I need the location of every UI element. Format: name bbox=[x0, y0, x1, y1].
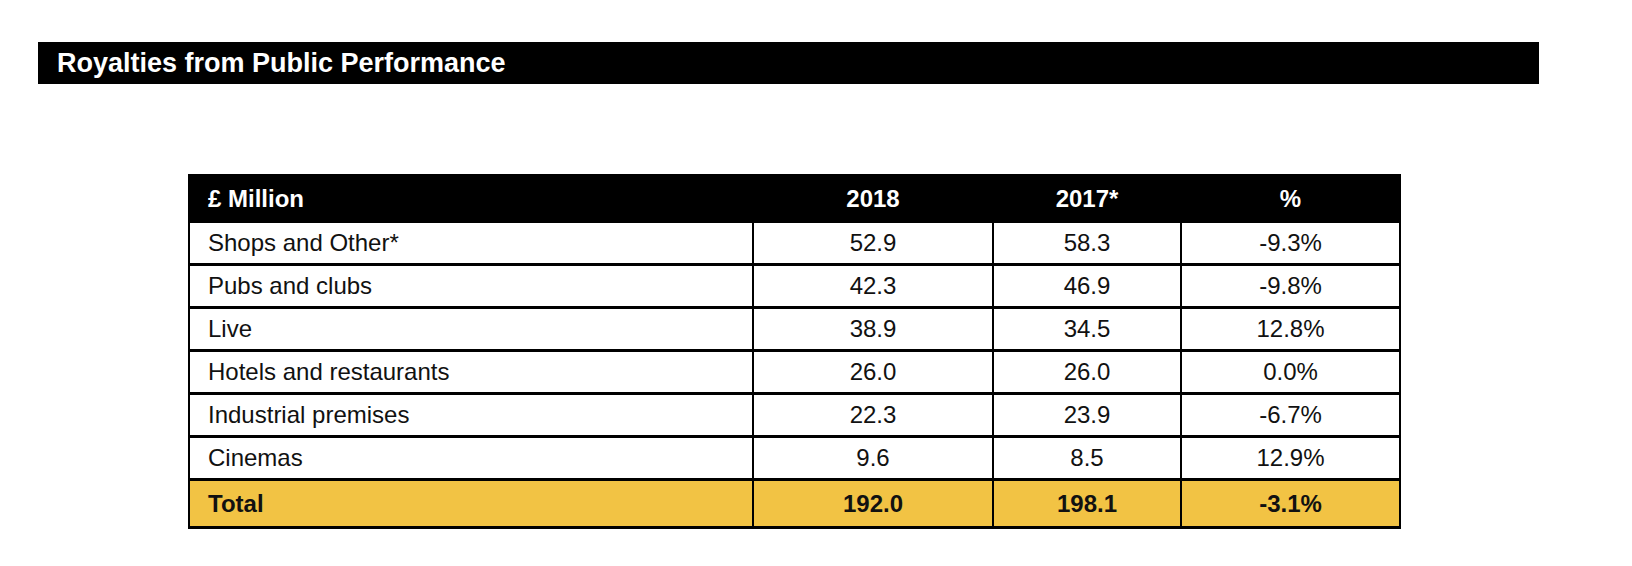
cell-percent: 12.9% bbox=[1181, 437, 1400, 480]
cell-2017: 58.3 bbox=[993, 222, 1181, 265]
section-title-banner: Royalties from Public Performance bbox=[38, 42, 1539, 84]
royalties-table: £ Million 2018 2017* % Shops and Other* … bbox=[188, 174, 1401, 529]
report-page: Royalties from Public Performance £ Mill… bbox=[0, 0, 1632, 566]
section-title: Royalties from Public Performance bbox=[57, 48, 506, 78]
cell-2017: 8.5 bbox=[993, 437, 1181, 480]
table-row: Hotels and restaurants 26.0 26.0 0.0% bbox=[189, 351, 1400, 394]
cell-2018: 42.3 bbox=[753, 265, 993, 308]
cell-2018: 9.6 bbox=[753, 437, 993, 480]
cell-2018: 26.0 bbox=[753, 351, 993, 394]
total-percent: -3.1% bbox=[1181, 480, 1400, 528]
total-2018: 192.0 bbox=[753, 480, 993, 528]
row-label: Shops and Other* bbox=[189, 222, 753, 265]
row-label: Live bbox=[189, 308, 753, 351]
cell-2017: 34.5 bbox=[993, 308, 1181, 351]
row-label: Cinemas bbox=[189, 437, 753, 480]
cell-2017: 23.9 bbox=[993, 394, 1181, 437]
cell-2018: 52.9 bbox=[753, 222, 993, 265]
table-row: Live 38.9 34.5 12.8% bbox=[189, 308, 1400, 351]
cell-2017: 26.0 bbox=[993, 351, 1181, 394]
col-header-2018: 2018 bbox=[753, 176, 993, 222]
row-label: Industrial premises bbox=[189, 394, 753, 437]
total-label: Total bbox=[189, 480, 753, 528]
cell-2018: 22.3 bbox=[753, 394, 993, 437]
cell-2017: 46.9 bbox=[993, 265, 1181, 308]
cell-percent: -6.7% bbox=[1181, 394, 1400, 437]
cell-percent: 0.0% bbox=[1181, 351, 1400, 394]
table-row: Industrial premises 22.3 23.9 -6.7% bbox=[189, 394, 1400, 437]
table-row: Pubs and clubs 42.3 46.9 -9.8% bbox=[189, 265, 1400, 308]
cell-percent: -9.3% bbox=[1181, 222, 1400, 265]
total-2017: 198.1 bbox=[993, 480, 1181, 528]
col-header-2017: 2017* bbox=[993, 176, 1181, 222]
row-label: Pubs and clubs bbox=[189, 265, 753, 308]
cell-percent: -9.8% bbox=[1181, 265, 1400, 308]
table-row: Cinemas 9.6 8.5 12.9% bbox=[189, 437, 1400, 480]
col-header-percent: % bbox=[1181, 176, 1400, 222]
row-label: Hotels and restaurants bbox=[189, 351, 753, 394]
cell-2018: 38.9 bbox=[753, 308, 993, 351]
table-header-row: £ Million 2018 2017* % bbox=[189, 176, 1400, 222]
table-row: Shops and Other* 52.9 58.3 -9.3% bbox=[189, 222, 1400, 265]
cell-percent: 12.8% bbox=[1181, 308, 1400, 351]
col-header-million: £ Million bbox=[189, 176, 753, 222]
table-total-row: Total 192.0 198.1 -3.1% bbox=[189, 480, 1400, 528]
